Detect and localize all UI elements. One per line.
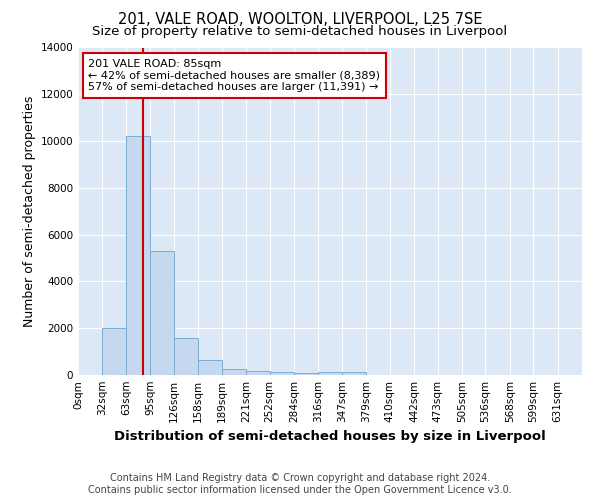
Bar <box>150 251 174 375</box>
Bar <box>221 369 246 375</box>
Bar <box>246 372 269 375</box>
Bar <box>294 372 318 375</box>
Text: Size of property relative to semi-detached houses in Liverpool: Size of property relative to semi-detach… <box>92 25 508 38</box>
Y-axis label: Number of semi-detached properties: Number of semi-detached properties <box>23 96 36 327</box>
X-axis label: Distribution of semi-detached houses by size in Liverpool: Distribution of semi-detached houses by … <box>114 430 546 444</box>
Bar <box>126 136 150 375</box>
Bar <box>174 338 198 375</box>
Bar <box>269 372 294 375</box>
Bar <box>342 372 366 375</box>
Text: 201 VALE ROAD: 85sqm
← 42% of semi-detached houses are smaller (8,389)
57% of se: 201 VALE ROAD: 85sqm ← 42% of semi-detac… <box>88 59 380 92</box>
Bar <box>318 372 342 375</box>
Bar <box>103 328 126 375</box>
Text: Contains HM Land Registry data © Crown copyright and database right 2024.
Contai: Contains HM Land Registry data © Crown c… <box>88 474 512 495</box>
Text: 201, VALE ROAD, WOOLTON, LIVERPOOL, L25 7SE: 201, VALE ROAD, WOOLTON, LIVERPOOL, L25 … <box>118 12 482 28</box>
Bar <box>198 360 221 375</box>
